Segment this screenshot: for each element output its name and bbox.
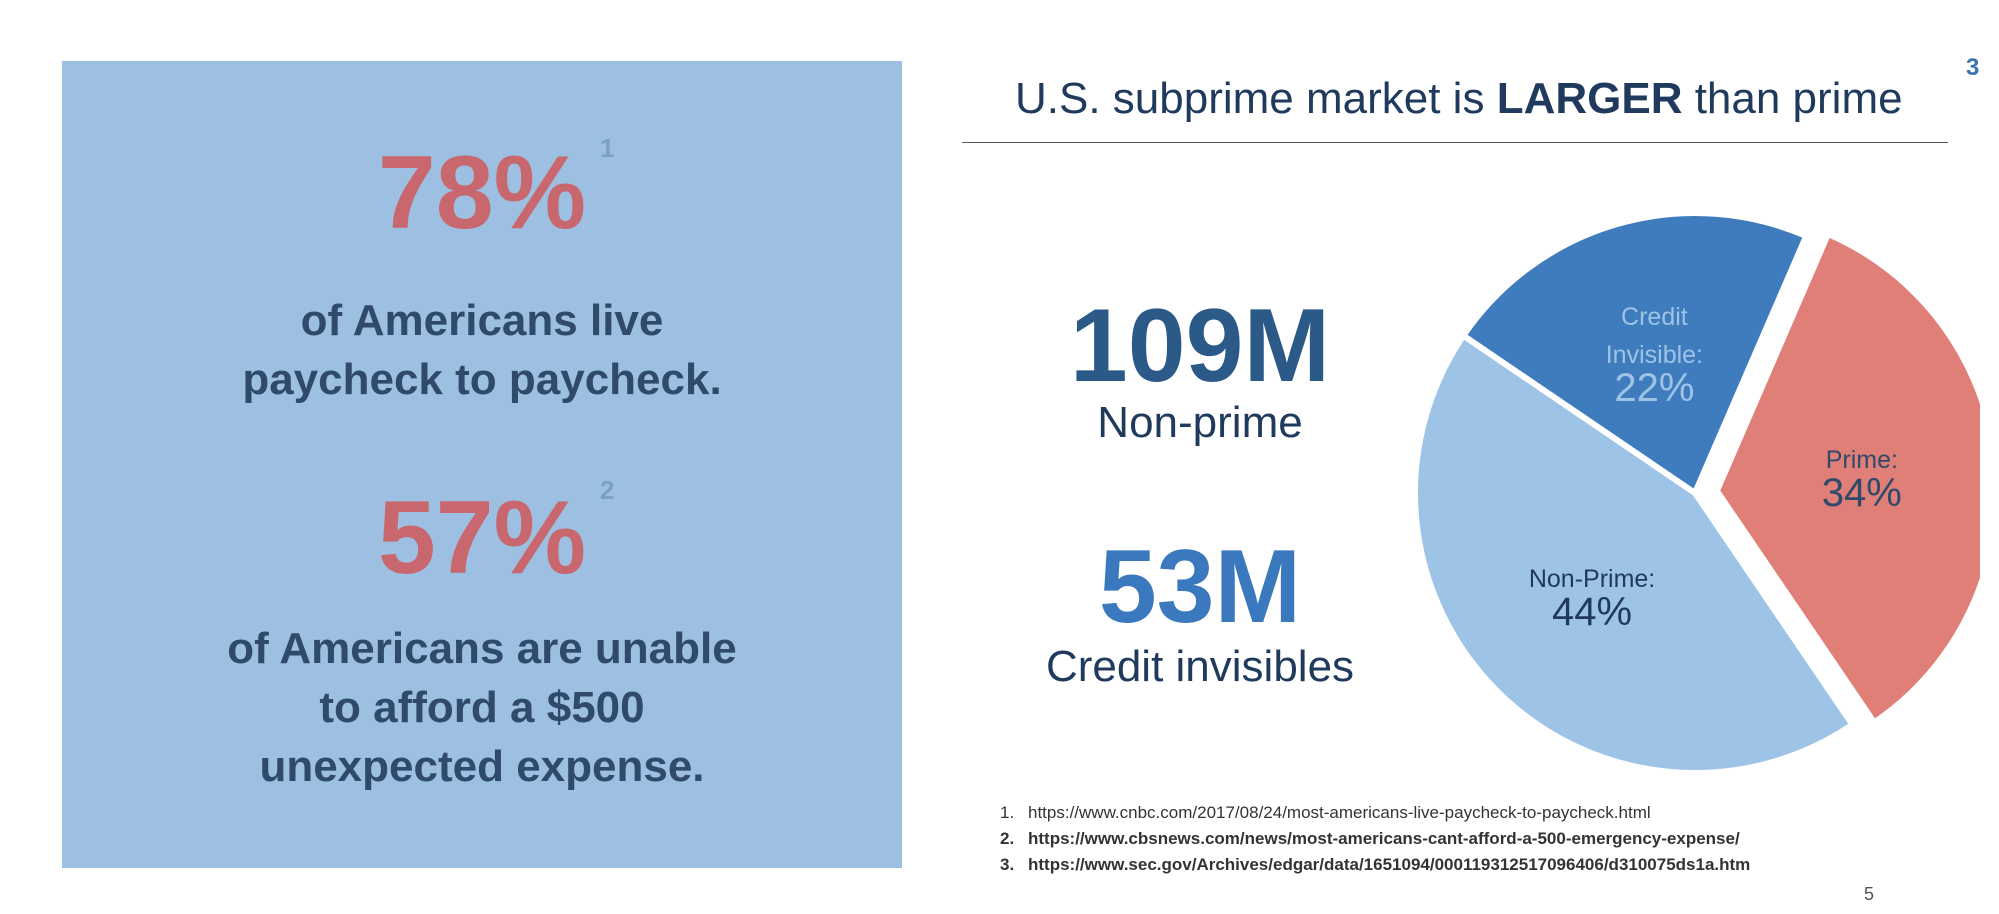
pie-slice-credit-invisible bbox=[1459, 210, 1811, 498]
credit-invisible-count: 53M bbox=[1098, 529, 1302, 645]
stat-57-value: 57% bbox=[377, 480, 587, 596]
pie-category-label: Prime: bbox=[1826, 446, 1898, 474]
footnote-ref-2: 2 bbox=[600, 475, 615, 505]
stat-78-line-2: paycheck to paycheck. bbox=[242, 355, 722, 404]
footnote-number: 3. bbox=[1000, 855, 1015, 874]
nonprime-label: Non-prime bbox=[1097, 398, 1303, 447]
pie-slice-non-prime bbox=[1412, 331, 1857, 776]
stat-57-line-2: to afford a $500 bbox=[319, 683, 645, 732]
credit-invisible-label: Credit invisibles bbox=[1045, 642, 1355, 691]
pie-value-label: 22% bbox=[1614, 366, 1694, 410]
pie-category-label: Credit bbox=[1621, 303, 1688, 331]
footnote-number: 1. bbox=[1000, 803, 1015, 822]
stat-78-value: 78% bbox=[377, 135, 587, 251]
footnotes: 1. https://www.cnbc.com/2017/08/24/most-a… bbox=[1000, 800, 1750, 878]
stat-57-line-3: unexpected expense. bbox=[259, 742, 705, 791]
pie-value-label: 34% bbox=[1822, 471, 1902, 515]
footnote-link[interactable]: https://www.cbsnews.com/news/most-americ… bbox=[1028, 829, 1740, 848]
footnote-1: 1. https://www.cnbc.com/2017/08/24/most-a… bbox=[1000, 800, 1750, 826]
nonprime-count: 109M bbox=[1069, 288, 1331, 404]
footnote-2: 2. https://www.cbsnews.com/news/most-amer… bbox=[1000, 826, 1750, 852]
stat-57-description: of Americans are unable to afford a $500… bbox=[62, 619, 902, 796]
title-emphasis: LARGER bbox=[1496, 74, 1683, 123]
page-number: 5 bbox=[1864, 884, 1875, 904]
footnote-3: 3. https://www.sec.gov/Archives/edgar/dat… bbox=[1000, 852, 1750, 878]
footnote-number: 2. bbox=[1000, 829, 1015, 848]
footnote-ref-1: 1 bbox=[600, 133, 615, 163]
market-share-pie-chart: Prime:34% Non-Prime:44% Credit Invisible:22… bbox=[1412, 210, 1980, 776]
stat-78-line-1: of Americans live bbox=[300, 296, 664, 345]
title-prefix: U.S. subprime market is bbox=[1015, 74, 1497, 123]
pie-category-label: Non-Prime: bbox=[1529, 565, 1655, 593]
title-divider bbox=[962, 142, 1948, 143]
corner-footnote-ref: 3 bbox=[1966, 54, 1980, 81]
pie-slice-prime bbox=[1713, 230, 1980, 727]
stat-57-line-1: of Americans are unable bbox=[227, 624, 737, 673]
stats-panel: 78% 1 of Americans live paycheck to payc… bbox=[62, 61, 902, 868]
footnote-link[interactable]: https://www.cnbc.com/2017/08/24/most-ame… bbox=[1028, 803, 1651, 822]
stat-78-description: of Americans live paycheck to paycheck. bbox=[62, 291, 902, 409]
pie-category-label: Invisible: bbox=[1606, 341, 1703, 369]
title-suffix: than prime bbox=[1682, 74, 1903, 123]
slide-title: U.S. subprime market is LARGER than prim… bbox=[1015, 74, 1903, 124]
pie-value-label: 44% bbox=[1552, 590, 1632, 634]
footnote-link[interactable]: https://www.sec.gov/Archives/edgar/data/… bbox=[1028, 855, 1751, 874]
